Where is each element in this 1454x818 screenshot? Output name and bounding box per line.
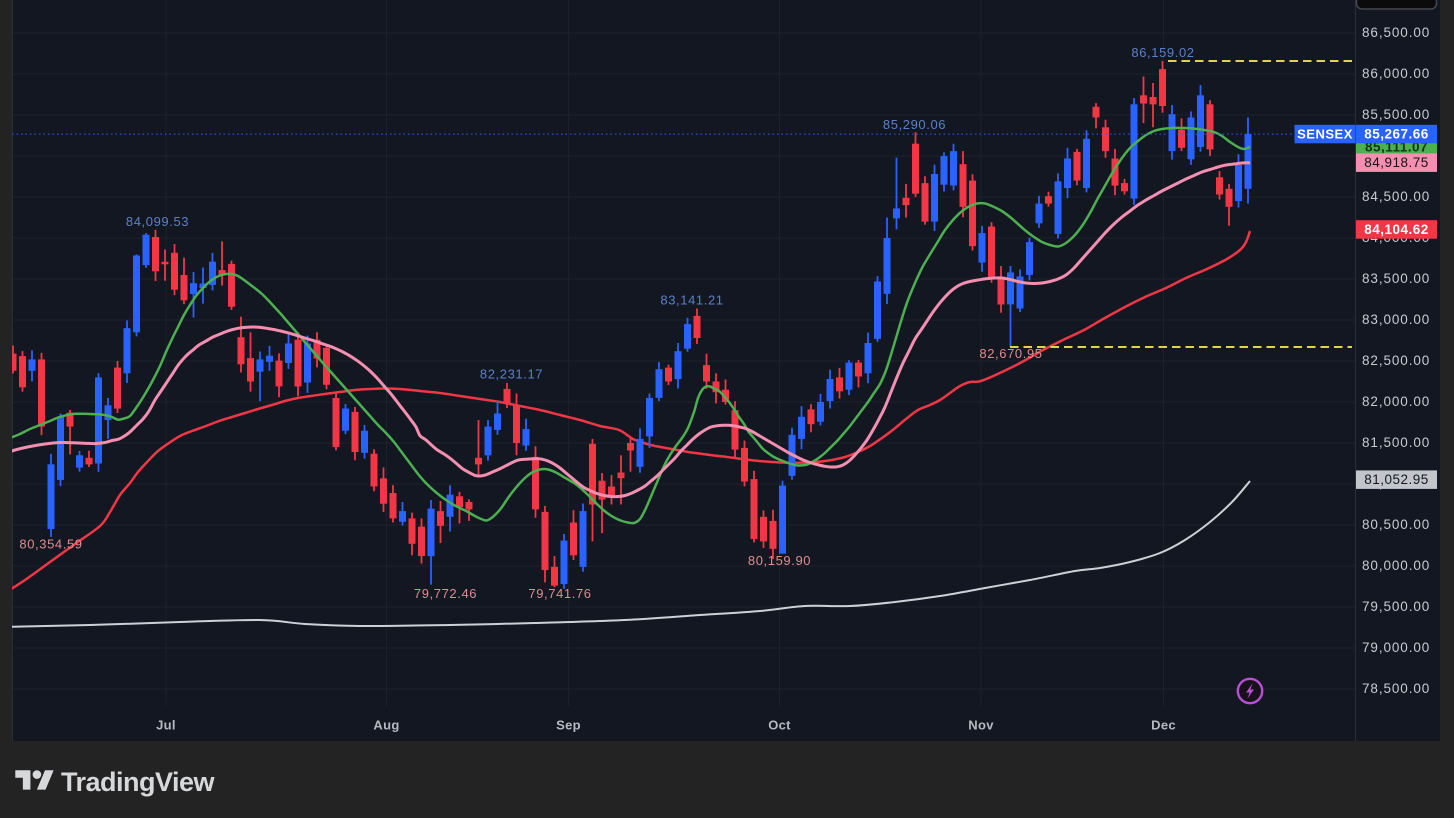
svg-text:Jul: Jul xyxy=(156,718,176,733)
svg-text:Nov: Nov xyxy=(968,718,994,733)
svg-text:Sep: Sep xyxy=(556,718,581,733)
svg-text:Oct: Oct xyxy=(768,718,791,733)
svg-text:83,000.00: 83,000.00 xyxy=(1362,312,1430,327)
svg-text:83,500.00: 83,500.00 xyxy=(1362,271,1430,286)
svg-text:79,772.46: 79,772.46 xyxy=(414,586,477,601)
svg-text:80,354.59: 80,354.59 xyxy=(19,537,82,552)
svg-text:79,000.00: 79,000.00 xyxy=(1362,640,1430,655)
svg-text:84,099.53: 84,099.53 xyxy=(126,214,189,229)
svg-text:82,231.17: 82,231.17 xyxy=(480,367,543,382)
svg-text:86,500.00: 86,500.00 xyxy=(1362,25,1430,40)
svg-text:SENSEX: SENSEX xyxy=(1297,127,1353,142)
svg-text:83,141.21: 83,141.21 xyxy=(660,293,723,308)
svg-text:Dec: Dec xyxy=(1151,718,1176,733)
svg-text:TradingView: TradingView xyxy=(61,767,216,797)
svg-text:79,741.76: 79,741.76 xyxy=(528,586,591,601)
svg-text:Aug: Aug xyxy=(373,718,399,733)
svg-text:82,000.00: 82,000.00 xyxy=(1362,394,1430,409)
svg-text:86,000.00: 86,000.00 xyxy=(1362,66,1430,81)
svg-text:84,104.62: 84,104.62 xyxy=(1364,222,1429,237)
svg-text:85,500.00: 85,500.00 xyxy=(1362,107,1430,122)
svg-text:80,159.90: 80,159.90 xyxy=(748,553,811,568)
svg-text:78,500.00: 78,500.00 xyxy=(1362,681,1430,696)
svg-text:84,918.75: 84,918.75 xyxy=(1364,155,1429,170)
svg-text:81,500.00: 81,500.00 xyxy=(1362,435,1430,450)
svg-text:80,500.00: 80,500.00 xyxy=(1362,517,1430,532)
svg-text:85,267.66: 85,267.66 xyxy=(1364,127,1429,142)
svg-text:82,500.00: 82,500.00 xyxy=(1362,353,1430,368)
svg-text:85,290.06: 85,290.06 xyxy=(883,117,946,132)
svg-text:82,670.95: 82,670.95 xyxy=(979,346,1042,361)
svg-text:81,052.95: 81,052.95 xyxy=(1364,472,1429,487)
svg-text:84,500.00: 84,500.00 xyxy=(1362,189,1430,204)
svg-text:80,000.00: 80,000.00 xyxy=(1362,558,1430,573)
svg-text:79,500.00: 79,500.00 xyxy=(1362,599,1430,614)
svg-text:86,159.02: 86,159.02 xyxy=(1131,45,1194,60)
